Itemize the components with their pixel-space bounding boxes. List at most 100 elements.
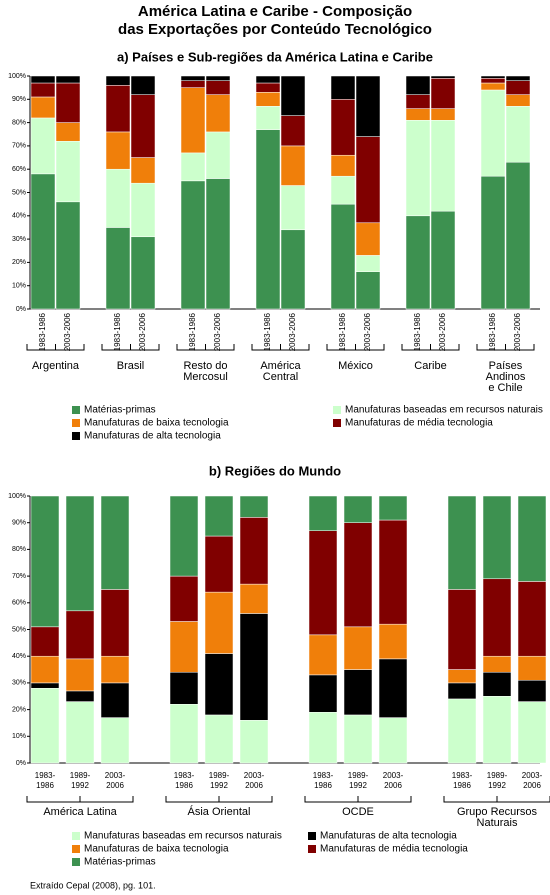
bar-segment: [308, 674, 338, 713]
bar-segment: [239, 613, 269, 721]
group-bracket: [326, 344, 385, 351]
bar-segment: [65, 701, 95, 764]
legend-label: Manufaturas de baixa tecnologia: [84, 418, 229, 429]
bar-segment: [205, 94, 231, 133]
x-tick-label: 1983-1986: [173, 771, 195, 790]
bar-segment: [480, 89, 506, 177]
bar-segment: [239, 583, 269, 614]
y-tick-label: 0%: [16, 306, 26, 313]
legend-swatch: [72, 832, 80, 840]
y-tick-label: 0%: [16, 760, 26, 767]
bar-segment: [280, 185, 306, 231]
group-label: Países: [489, 360, 523, 372]
bar-segment: [517, 655, 547, 681]
group-bracket: [304, 796, 412, 803]
bar-segment: [482, 655, 512, 673]
bar-segment: [204, 653, 234, 716]
legend-label: Manufaturas de baixa tecnologia: [84, 844, 229, 855]
bar-segment: [180, 87, 206, 154]
group-label: Caribe: [414, 360, 446, 372]
bar-segment: [517, 679, 547, 702]
bar-segment: [482, 671, 512, 697]
y-tick-label: 60%: [12, 600, 26, 607]
bar-segment: [130, 157, 156, 184]
bar-segment: [405, 108, 431, 121]
group-bracket: [26, 796, 134, 803]
bar-segment: [105, 168, 131, 228]
bar-segment: [517, 701, 547, 764]
chart-title: a) Países e Sub-regiões da América Latin…: [117, 49, 433, 64]
bar-segment: [505, 94, 531, 107]
y-tick-label: 20%: [12, 259, 26, 266]
x-tick-label: 1983-1986: [188, 312, 197, 351]
bar-segment: [343, 669, 373, 716]
bar-segment: [447, 698, 477, 764]
y-tick-label: 70%: [12, 143, 26, 150]
bar-segment: [405, 215, 431, 310]
x-tick-label: 2003-2006: [363, 312, 372, 351]
group-label: México: [338, 360, 373, 372]
bar-segment: [169, 575, 199, 622]
legend-swatch: [72, 406, 80, 414]
bar-segment: [255, 92, 281, 107]
y-tick-label: 30%: [12, 236, 26, 243]
group-label: e Chile: [488, 382, 522, 394]
bar-segment: [308, 634, 338, 676]
bar-segment: [239, 495, 269, 518]
y-tick-label: 70%: [12, 573, 26, 580]
bar-segment: [405, 120, 431, 217]
y-tick-label: 30%: [12, 680, 26, 687]
x-tick-label: 1983-1986: [338, 312, 347, 351]
bar-segment: [130, 236, 156, 310]
bar-segment: [308, 530, 338, 636]
legend-label: Manufaturas de alta tecnologia: [320, 831, 457, 842]
x-tick-label: 2003-2006: [138, 312, 147, 351]
bar-segment: [30, 626, 60, 657]
legend-label: Manufaturas de média tecnologia: [320, 844, 468, 855]
bar-segment: [55, 75, 81, 84]
bar-segment: [430, 108, 456, 121]
bar-segment: [180, 180, 206, 310]
bar-segment: [505, 80, 531, 95]
group-bracket: [251, 344, 310, 351]
bar-segment: [280, 229, 306, 310]
x-tick-label: 1983-1986: [451, 771, 473, 790]
group-label: Andinos: [486, 371, 526, 383]
bar-segment: [430, 78, 456, 109]
x-tick-label: 1989-1992: [347, 771, 369, 790]
bar-segment: [343, 626, 373, 670]
bar-segment: [55, 140, 81, 203]
group-bracket: [176, 344, 235, 351]
legend-label: Manufaturas baseadas em recursos naturai…: [345, 405, 543, 416]
bar-segment: [105, 227, 131, 310]
legend-swatch: [333, 406, 341, 414]
bar-segment: [505, 106, 531, 163]
x-tick-label: 1983-1986: [312, 771, 334, 790]
bar-segment: [378, 519, 408, 625]
bar-segment: [65, 658, 95, 692]
bar-segment: [343, 714, 373, 764]
x-tick-label: 1983-1986: [113, 312, 122, 351]
bar-segment: [482, 495, 512, 580]
y-tick-label: 80%: [12, 546, 26, 553]
bar-segment: [105, 85, 131, 133]
y-tick-label: 60%: [12, 166, 26, 173]
bar-segment: [180, 80, 206, 88]
bar-segment: [204, 714, 234, 764]
bar-segment: [205, 75, 231, 81]
y-tick-label: 10%: [12, 733, 26, 740]
bar-segment: [308, 495, 338, 531]
bar-segment: [30, 173, 56, 310]
group-label: Ásia Oriental: [188, 805, 251, 818]
bar-segment: [255, 129, 281, 310]
legend-label: Matérias-primas: [84, 857, 156, 868]
bar-segment: [205, 80, 231, 95]
group-label: Grupo Recursos: [457, 806, 538, 818]
bar-segment: [30, 655, 60, 684]
legend-label: Manufaturas de média tecnologia: [345, 418, 493, 429]
bar-segment: [343, 522, 373, 628]
bar-segment: [30, 682, 60, 689]
bar-segment: [239, 517, 269, 585]
bar-segment: [100, 717, 130, 764]
